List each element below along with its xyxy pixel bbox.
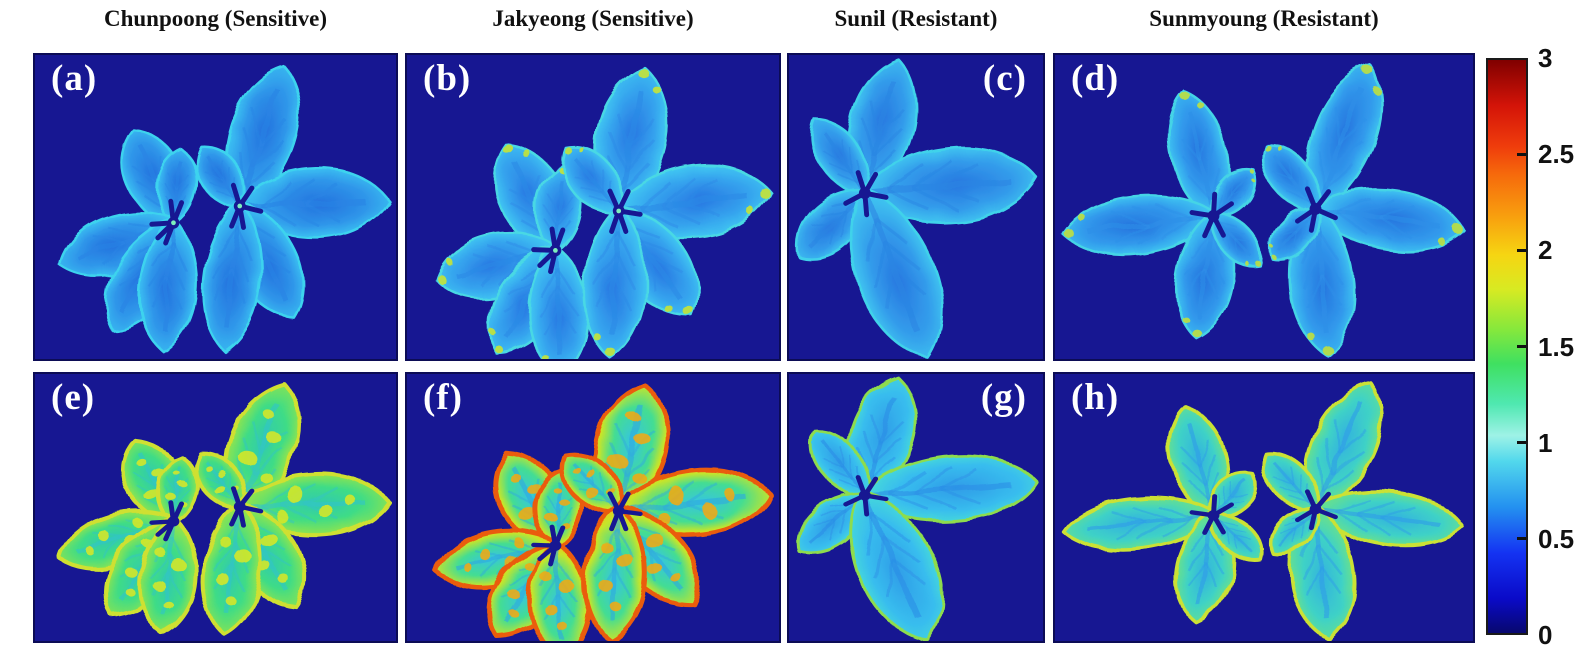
column-title-sunil: Sunil (Resistant) [834,6,998,31]
leaf-heatmap-image [789,55,1043,359]
colorbar-tick-label: 3 [1538,43,1553,73]
leaf-heatmap-image [1055,55,1473,359]
panel-label: (g) [980,377,1027,418]
panel-c: (c) [787,53,1045,361]
colorbar-tick-label: 0.5 [1538,523,1575,554]
column-title-chunpoong: Chunpoong (Sensitive) [103,6,328,31]
leaf-heatmap-image [407,55,779,359]
panel-f: (f) [405,372,781,643]
panel-a: (a) [33,53,398,361]
colorbar-tick-label: 2 [1538,235,1553,266]
panel-label: (c) [982,58,1027,99]
panel-b: (b) [405,53,781,361]
leaf-heatmap-image [35,55,396,359]
colorbar-tick-label: 0 [1538,620,1553,650]
panel-label: (e) [51,377,96,418]
colorbar-tick [1517,248,1526,252]
panel-d: (d) [1053,53,1475,361]
colorbar-tick-label: 1.5 [1538,331,1575,362]
column-title-jakyeong: Jakyeong (Sensitive) [492,6,694,31]
colorbar-tick [1517,537,1526,541]
panel-label: (b) [423,58,472,99]
colorbar-tick-label: 1 [1538,427,1553,458]
panel-e: (e) [33,372,398,643]
colorbar-tick [1517,152,1526,156]
panel-g: (g) [787,372,1045,643]
panel-label: (h) [1071,377,1120,418]
leaf-heatmap-image [789,374,1043,641]
panel-h: (h) [1053,372,1475,643]
colorbar-tick [1517,441,1526,445]
panel-label: (f) [423,377,463,418]
column-title-sunmyoung: Sunmyoung (Resistant) [1149,6,1379,31]
leaf-heatmap-image [1055,374,1473,641]
colorbar-tick-label: 2.5 [1538,139,1575,170]
panel-label: (d) [1071,58,1120,99]
leaf-heatmap-image [407,374,779,641]
leaf-heatmap-image [35,374,396,641]
panel-label: (a) [51,58,98,99]
colorbar-tick [1517,345,1526,348]
